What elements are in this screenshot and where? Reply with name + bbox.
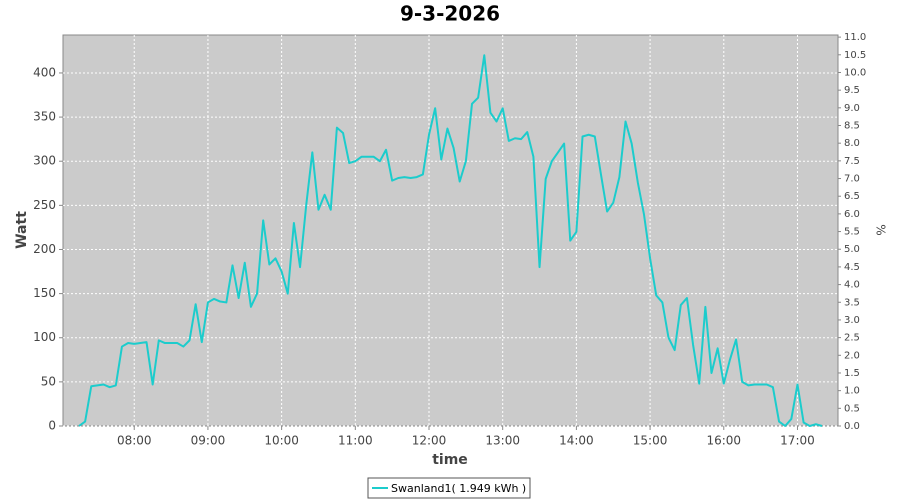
chart-title: 9-3-2026 — [400, 2, 500, 26]
legend-label: Swanland1( 1.949 kWh ) — [391, 482, 526, 495]
y2-tick-label: 8.5 — [844, 121, 860, 132]
y2-axis-label: % — [874, 224, 888, 235]
y2-tick-label: 8.0 — [844, 138, 860, 149]
y2-tick-label: 10.0 — [844, 67, 866, 78]
y2-tick-label: 10.5 — [844, 50, 866, 61]
plot-area — [62, 34, 839, 427]
y-tick-label: 100 — [33, 330, 56, 344]
x-tick-label: 13:00 — [485, 434, 520, 448]
y-tick-label: 350 — [33, 110, 56, 124]
x-axis-label: time — [432, 452, 468, 468]
y-tick-label: 250 — [33, 198, 56, 212]
x-tick-label: 12:00 — [412, 434, 447, 448]
x-tick-label: 15:00 — [633, 434, 668, 448]
legend — [367, 477, 531, 499]
y-tick-label: 150 — [33, 286, 56, 300]
x-tick-label: 17:00 — [780, 434, 815, 448]
y2-tick-label: 3.0 — [844, 315, 860, 326]
y2-tick-label: 9.0 — [844, 103, 860, 114]
y2-tick-label: 6.5 — [844, 191, 860, 202]
y-tick-label: 50 — [41, 374, 56, 388]
y2-tick-label: 4.5 — [844, 262, 860, 273]
x-tick-label: 10:00 — [264, 434, 299, 448]
y2-tick-label: 3.5 — [844, 297, 860, 308]
y-tick-label: 200 — [33, 242, 56, 256]
y2-tick-label: 2.5 — [844, 333, 860, 344]
x-tick-label: 11:00 — [338, 434, 373, 448]
y2-tick-label: 7.5 — [844, 156, 860, 167]
y2-tick-label: 6.0 — [844, 209, 860, 220]
series-line — [78, 54, 823, 427]
y-axis-label: Watt — [14, 211, 30, 249]
y-tick-label: 0 — [48, 419, 56, 433]
y2-tick-label: 9.5 — [844, 85, 860, 96]
y2-tick-label: 0.0 — [844, 421, 860, 432]
y-tick-label: 400 — [33, 65, 56, 79]
y2-tick-label: 0.5 — [844, 403, 860, 414]
x-tick-label: 09:00 — [191, 434, 226, 448]
y2-tick-label: 4.0 — [844, 280, 860, 291]
y2-tick-label: 1.0 — [844, 386, 860, 397]
y2-tick-label: 1.5 — [844, 368, 860, 379]
x-tick-label: 16:00 — [706, 434, 741, 448]
y-tick-label: 300 — [33, 154, 56, 168]
x-tick-label: 14:00 — [559, 434, 594, 448]
y2-tick-label: 5.5 — [844, 227, 860, 238]
y2-tick-label: 5.0 — [844, 244, 860, 255]
y2-tick-label: 2.0 — [844, 350, 860, 361]
y2-tick-label: 11.0 — [844, 32, 866, 43]
x-tick-label: 08:00 — [117, 434, 152, 448]
y2-tick-label: 7.0 — [844, 174, 860, 185]
